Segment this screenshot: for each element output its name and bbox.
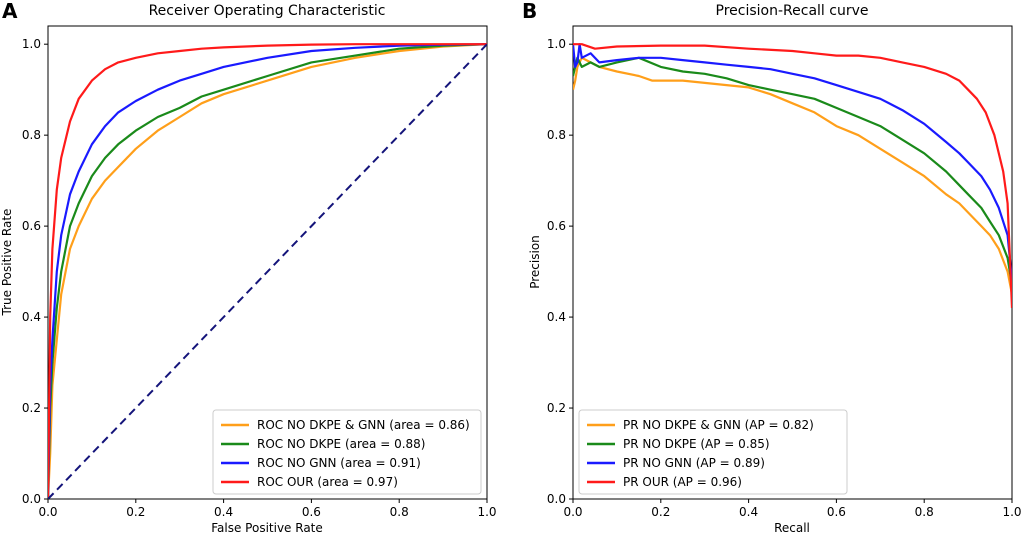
roc-ytick-label: 0.4: [22, 310, 41, 324]
roc-ytick-label: 0.0: [22, 492, 41, 506]
pr-axes-frame: [572, 25, 1013, 500]
roc-series-group: [48, 43, 487, 499]
panel-a: A Receiver Operating Characteristic Fals…: [0, 0, 497, 535]
pr-series-group: [573, 43, 1012, 309]
panel-b-letter: B: [522, 0, 537, 23]
roc-legend: ROC NO DKPE & GNN (area = 0.86) ROC NO DK…: [212, 409, 482, 495]
pr-xtick-label: 0.0: [563, 505, 582, 519]
roc-xtick-label: 0.8: [390, 505, 409, 519]
roc-ytick-label: 0.2: [22, 401, 41, 415]
roc-legend-box: [212, 409, 482, 495]
roc-ytick-label: 1.0: [22, 37, 41, 51]
roc-series-line-blue: [48, 43, 487, 499]
pr-series-line-red: [573, 43, 1012, 309]
pr-xtick-label: 0.2: [651, 505, 670, 519]
roc-axes-frame: [47, 25, 488, 500]
panel-a-title: Receiver Operating Characteristic: [149, 3, 386, 19]
roc-series-line-green: [48, 43, 487, 499]
pr-legend-entry: PR OUR (AP = 0.96): [623, 475, 742, 489]
roc-legend-entry: ROC NO DKPE (area = 0.88): [257, 437, 425, 451]
panel-b-title: Precision-Recall curve: [716, 3, 869, 19]
roc-legend-entry: ROC NO DKPE & GNN (area = 0.86): [257, 418, 470, 432]
roc-legend-entry: ROC OUR (area = 0.97): [257, 475, 398, 489]
pr-legend-entry: PR NO DKPE (AP = 0.85): [623, 437, 770, 451]
roc-xtick-label: 0.4: [214, 505, 233, 519]
panel-a-xlabel: False Positive Rate: [211, 521, 323, 535]
pr-ytick-label: 1.0: [547, 37, 566, 51]
panel-a-ylabel: True Positive Rate: [0, 209, 14, 317]
pr-ytick-label: 0.2: [547, 401, 566, 415]
roc-legend-entry: ROC NO GNN (area = 0.91): [257, 456, 421, 470]
panel-b-xlabel: Recall: [774, 521, 810, 535]
pr-legend-entry: PR NO DKPE & GNN (AP = 0.82): [623, 418, 814, 432]
pr-ytick-label: 0.0: [547, 492, 566, 506]
roc-xtick-label: 1.0: [477, 505, 496, 519]
panel-b-ylabel: Precision: [528, 235, 542, 289]
pr-series-line-blue: [573, 43, 1012, 281]
roc-series-line-navy: [48, 43, 487, 499]
roc-ytick-label: 0.6: [22, 219, 41, 233]
panel-b: B Precision-Recall curve Recall Precisio…: [522, 0, 1022, 535]
pr-legend-box: [578, 409, 848, 495]
pr-xtick-label: 0.4: [739, 505, 758, 519]
roc-xtick-label: 0.0: [38, 505, 57, 519]
roc-xtick-label: 0.2: [126, 505, 145, 519]
roc-xtick-label: 0.6: [302, 505, 321, 519]
pr-ytick-label: 0.4: [547, 310, 566, 324]
pr-legend: PR NO DKPE & GNN (AP = 0.82) PR NO DKPE (…: [578, 409, 848, 495]
roc-series-line-orange: [48, 43, 487, 499]
roc-series-line-red: [48, 43, 487, 499]
pr-plot-area: 0.0 0.2 0.4 0.6 0.8 1.0 0.0 0.2 0.4 0.6 0.8 1.0 PR N…: [547, 25, 1022, 519]
pr-series-line-green: [573, 56, 1012, 286]
panel-a-letter: A: [2, 0, 18, 23]
pr-legend-entry: PR NO GNN (AP = 0.89): [623, 456, 765, 470]
roc-ytick-label: 0.8: [22, 128, 41, 142]
pr-xtick-label: 0.6: [827, 505, 846, 519]
pr-ytick-label: 0.8: [547, 128, 566, 142]
roc-plot-area: 0.0 0.2 0.4 0.6 0.8 1.0 0.0 0.2 0.4 0.6 0.8 1.0 ROC …: [22, 25, 497, 519]
pr-xtick-label: 0.8: [915, 505, 934, 519]
pr-xtick-label: 1.0: [1002, 505, 1021, 519]
pr-ytick-label: 0.6: [547, 219, 566, 233]
